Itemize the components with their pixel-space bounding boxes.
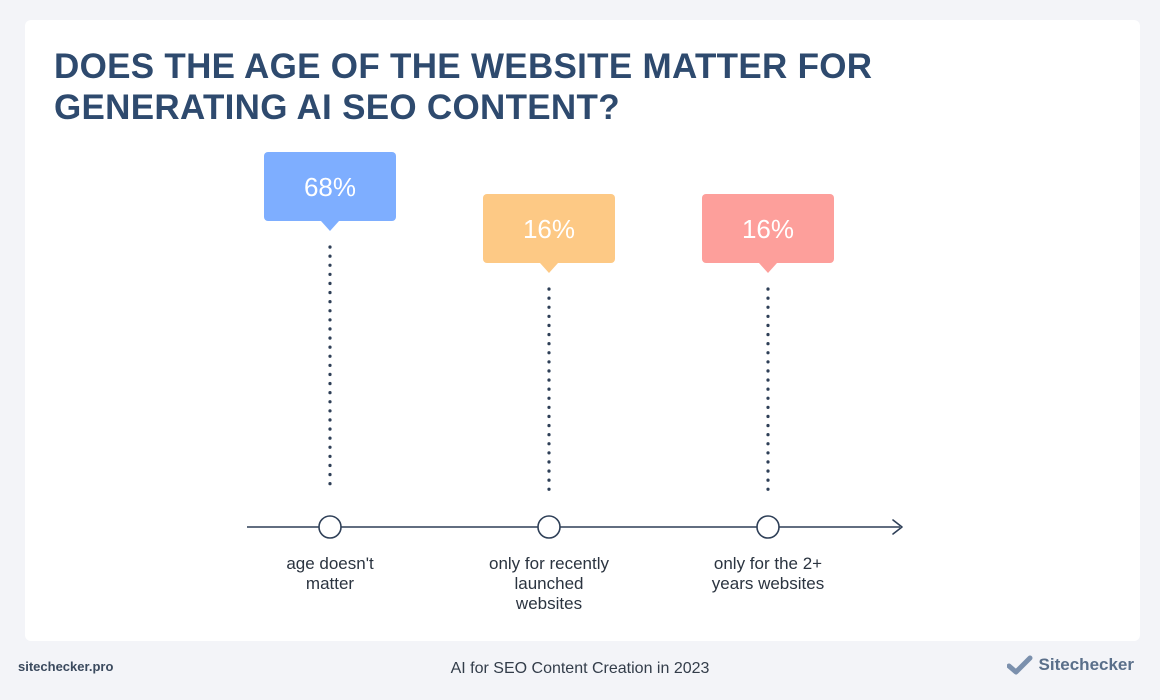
chart-title: DOES THE AGE OF THE WEBSITE MATTER FOR G… <box>54 47 873 127</box>
brand-logo: Sitechecker <box>1006 655 1134 675</box>
category-label: only for the 2+ <box>714 554 822 573</box>
timeline-node <box>537 515 561 539</box>
value-callout <box>702 194 834 263</box>
footer-caption: AI for SEO Content Creation in 2023 <box>450 660 710 677</box>
category-label: age doesn't <box>286 554 374 573</box>
axis-arrow-icon <box>892 519 903 535</box>
value-label: 68% <box>304 172 356 202</box>
callout-pointer <box>759 263 777 273</box>
timeline-node <box>318 515 342 539</box>
timeline-node <box>756 515 780 539</box>
value-label: 16% <box>523 214 575 244</box>
value-callout <box>483 194 615 263</box>
checkmark-icon <box>1006 655 1033 675</box>
category-label: only for recently <box>489 554 609 573</box>
chart-card <box>25 20 1140 641</box>
category-label: years websites <box>712 574 824 593</box>
value-label: 16% <box>742 214 794 244</box>
callout-pointer <box>321 221 339 231</box>
value-callout <box>264 152 396 221</box>
category-label: matter <box>306 574 355 593</box>
category-label: launched <box>514 574 583 593</box>
footer-site: sitechecker.pro <box>18 659 114 674</box>
brand-name: Sitechecker <box>1038 655 1134 674</box>
callout-pointer <box>540 263 558 273</box>
category-label: websites <box>515 594 582 613</box>
